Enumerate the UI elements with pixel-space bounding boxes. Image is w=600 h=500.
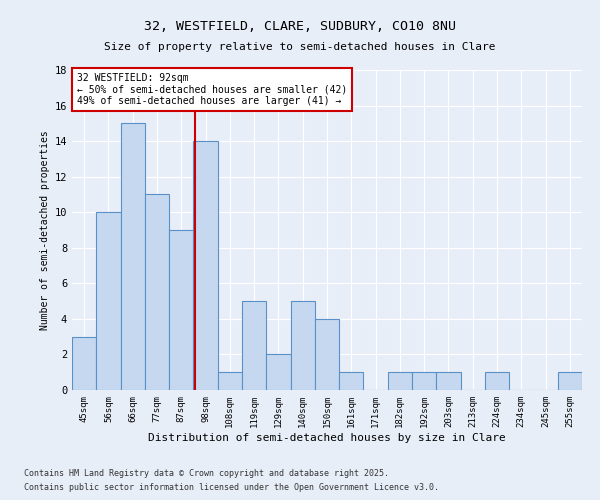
Bar bbox=[436, 372, 461, 390]
Bar bbox=[121, 124, 145, 390]
Bar bbox=[218, 372, 242, 390]
Text: Contains HM Land Registry data © Crown copyright and database right 2025.: Contains HM Land Registry data © Crown c… bbox=[24, 468, 389, 477]
Text: Size of property relative to semi-detached houses in Clare: Size of property relative to semi-detach… bbox=[104, 42, 496, 52]
Bar bbox=[290, 301, 315, 390]
Bar bbox=[145, 194, 169, 390]
Bar bbox=[339, 372, 364, 390]
Bar bbox=[485, 372, 509, 390]
Text: 32, WESTFIELD, CLARE, SUDBURY, CO10 8NU: 32, WESTFIELD, CLARE, SUDBURY, CO10 8NU bbox=[144, 20, 456, 33]
Bar bbox=[242, 301, 266, 390]
Bar bbox=[96, 212, 121, 390]
Bar bbox=[266, 354, 290, 390]
Bar bbox=[193, 141, 218, 390]
X-axis label: Distribution of semi-detached houses by size in Clare: Distribution of semi-detached houses by … bbox=[148, 432, 506, 442]
Bar bbox=[72, 336, 96, 390]
Bar bbox=[558, 372, 582, 390]
Text: Contains public sector information licensed under the Open Government Licence v3: Contains public sector information licen… bbox=[24, 484, 439, 492]
Bar bbox=[315, 319, 339, 390]
Text: 32 WESTFIELD: 92sqm
← 50% of semi-detached houses are smaller (42)
49% of semi-d: 32 WESTFIELD: 92sqm ← 50% of semi-detach… bbox=[77, 73, 347, 106]
Bar bbox=[388, 372, 412, 390]
Bar bbox=[412, 372, 436, 390]
Bar bbox=[169, 230, 193, 390]
Y-axis label: Number of semi-detached properties: Number of semi-detached properties bbox=[40, 130, 50, 330]
